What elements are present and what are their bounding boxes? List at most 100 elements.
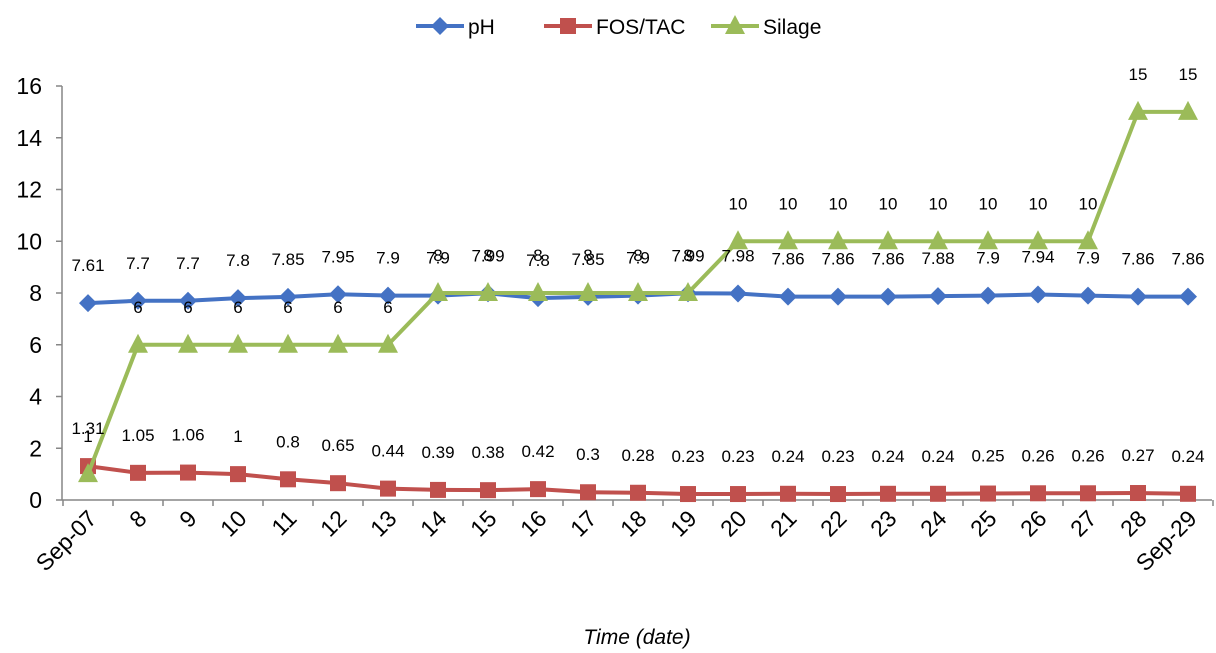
x-tick-label: 15 [465,505,501,541]
data-label-ph: 7.99 [671,246,704,265]
data-point-silage [878,230,898,250]
data-label-ph: 7.7 [176,254,200,273]
data-label-fos-tac: 0.38 [471,443,504,462]
data-label-silage: 8 [683,246,692,265]
data-point-ph [229,289,247,308]
data-point-ph [279,287,297,306]
data-label-fos-tac: 0.23 [721,447,754,466]
data-point-ph [329,285,347,304]
data-point-ph [179,291,197,310]
data-label-silage: 10 [879,194,898,213]
data-point-silage [1128,100,1148,120]
data-point-ph [129,291,147,310]
legend: pH FOS/TAC Silage [416,15,821,39]
data-label-fos-tac: 0.26 [1021,446,1054,465]
data-label-silage: 6 [283,298,292,317]
data-label-fos-tac: 1.06 [171,426,204,445]
x-tick-label: 17 [565,505,601,541]
data-label-silage: 10 [929,194,948,213]
data-label-silage: 10 [1079,194,1098,213]
x-tick-label: 11 [266,505,301,540]
data-point-fos-tac [180,464,196,481]
data-label-fos-tac: 0.42 [521,442,554,461]
data-point-fos-tac [780,485,796,502]
data-label-fos-tac: 0.39 [421,443,454,462]
x-tick-label: 18 [615,505,651,541]
data-label-fos-tac: 0.26 [1071,446,1104,465]
data-label-silage: 8 [633,246,642,265]
y-tick-label: 2 [29,435,42,461]
data-point-fos-tac [130,464,146,481]
data-label-ph: 7.88 [921,249,954,268]
data-point-fos-tac [1130,485,1146,502]
x-tick-label: 26 [1015,505,1051,541]
x-axis-title: Time (date) [583,626,690,649]
y-tick-label: 16 [16,73,42,99]
data-label-fos-tac: 1.31 [71,419,104,438]
data-point-silage [628,282,648,301]
data-point-silage [128,333,148,353]
data-label-silage: 6 [383,298,392,317]
data-label-fos-tac: 0.24 [871,447,904,466]
y-tick-label: 6 [29,332,42,358]
legend-label-ph: pH [468,16,495,39]
data-point-silage [378,333,398,353]
data-label-silage: 10 [729,194,748,213]
data-point-silage [228,333,248,353]
data-point-ph [929,287,947,306]
data-point-fos-tac [230,466,246,483]
data-point-fos-tac [830,486,846,503]
data-point-ph [1179,287,1197,306]
data-label-fos-tac: 0.23 [821,447,854,466]
data-label-ph: 7.9 [376,249,400,268]
data-point-fos-tac [930,485,946,502]
x-tick-label: 28 [1115,505,1151,541]
x-tick-label: 20 [715,505,751,541]
x-tick-label: 19 [665,505,701,541]
x-tick-label: 27 [1065,505,1101,541]
data-point-silage [1028,230,1048,250]
data-label-fos-tac: 0.8 [276,432,300,451]
data-label-silage: 6 [183,298,192,317]
data-point-silage [978,230,998,250]
y-tick-label: 4 [29,384,42,410]
x-tick-label: 16 [515,505,551,541]
data-label-ph: 7.99 [471,246,504,265]
data-label-fos-tac: 0.24 [771,447,804,466]
x-tick-label: 12 [315,505,351,541]
data-label-ph: 7.86 [1121,250,1154,269]
data-point-fos-tac [1180,485,1196,502]
data-label-silage: 8 [433,246,442,265]
data-point-ph [1129,287,1147,306]
data-point-fos-tac [880,485,896,502]
data-label-ph: 7.98 [721,247,754,266]
data-label-ph: 7.9 [1076,249,1100,268]
data-point-silage [78,463,98,483]
data-label-ph: 7.9 [626,249,650,268]
data-label-fos-tac: 1 [233,427,242,446]
x-tick-label: 14 [415,505,452,542]
series-silage [78,100,1198,483]
data-point-silage [428,282,448,301]
data-label-silage: 6 [133,298,142,317]
data-point-ph [829,287,847,306]
data-label-ph: 7.7 [126,254,150,273]
data-point-fos-tac [630,484,646,501]
y-tick-label: 12 [16,177,42,203]
data-point-silage [728,230,748,250]
legend-item-silage: Silage [711,15,821,39]
data-point-ph [379,286,397,305]
x-tick-label: 22 [815,505,851,541]
legend-label-fos-tac: FOS/TAC [596,16,685,39]
data-point-fos-tac [580,484,596,501]
data-label-silage: 10 [779,194,798,213]
series-layer [78,100,1198,503]
data-label-fos-tac: 0.24 [921,447,954,466]
legend-item-ph: pH [416,16,495,39]
y-axis: 0 2 4 6 8 10 12 14 16 [16,73,63,513]
y-tick-label: 14 [16,125,42,151]
data-label-silage: 8 [533,246,542,265]
data-label-fos-tac: 0.25 [971,447,1004,466]
x-tick-label: 21 [765,505,801,541]
